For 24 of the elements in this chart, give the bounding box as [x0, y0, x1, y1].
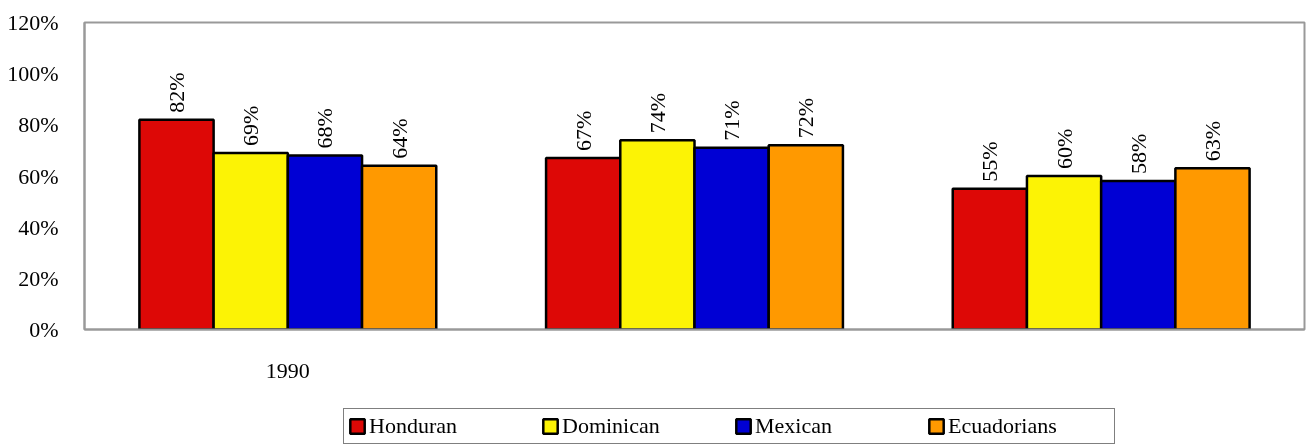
data-label: 74%	[644, 92, 670, 134]
x-tick-label: 1990	[265, 357, 310, 383]
data-label: 71%	[719, 100, 745, 141]
legend-label: Dominican	[562, 413, 661, 439]
data-label: 58%	[1125, 133, 1151, 175]
y-tick-label: 80%	[18, 112, 59, 138]
y-tick-label: 40%	[18, 214, 59, 240]
data-label: 82%	[164, 72, 190, 113]
y-tick-label: 120%	[7, 10, 59, 35]
y-tick-label: 20%	[18, 265, 59, 291]
data-label: 67%	[570, 110, 596, 152]
legend-label: Ecuadorians	[948, 413, 1058, 439]
data-label: 69%	[238, 105, 264, 146]
data-label: 72%	[793, 97, 819, 139]
y-tick-label: 0%	[29, 317, 59, 342]
data-label: 55%	[977, 141, 1003, 182]
data-label: 68%	[312, 108, 338, 149]
y-tick-label: 60%	[18, 163, 59, 189]
legend-label: Mexican	[755, 413, 833, 439]
y-tick-label: 100%	[7, 61, 59, 87]
data-label: 63%	[1199, 121, 1225, 162]
legend-label: Honduran	[369, 413, 458, 439]
data-label: 64%	[386, 118, 412, 159]
data-label: 60%	[1051, 128, 1077, 169]
